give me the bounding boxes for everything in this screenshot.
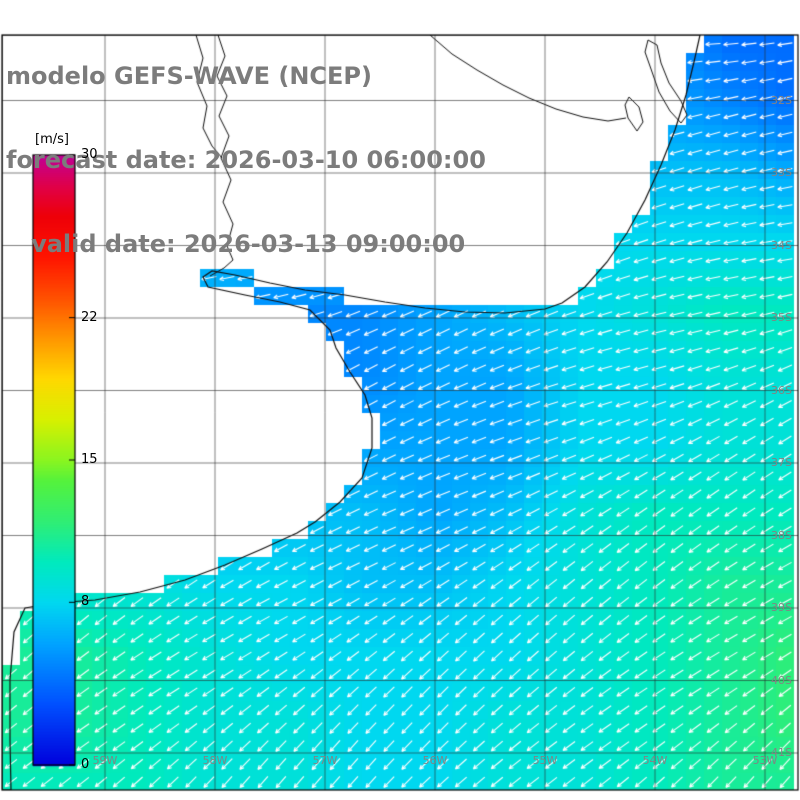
- latitude-label: 41S: [771, 746, 792, 759]
- colorbar-tick-label: 0: [81, 757, 90, 772]
- latitude-label: 40S: [771, 673, 792, 687]
- longitude-label: 56W: [422, 754, 448, 767]
- latitude-label: 36S: [771, 383, 792, 397]
- colorbar-tick-label: 15: [81, 452, 98, 467]
- colorbar-tick-label: 30: [81, 147, 98, 162]
- colorbar-unit-label: [m/s]: [35, 132, 69, 147]
- longitude-label: 53W: [752, 754, 778, 767]
- longitude-label: 54W: [642, 754, 668, 767]
- latitude-label: 35S: [771, 311, 792, 324]
- colorbar-tick-label: 22: [81, 309, 98, 325]
- chart-header: modelo GEFS-WAVE (NCEP) forecast date: 2…: [6, 6, 486, 286]
- forecast-date-line: forecast date: 2026-03-10 06:00:00: [6, 146, 486, 174]
- latitude-label: 34S: [771, 238, 792, 252]
- latitude-label: 39S: [771, 601, 792, 614]
- longitude-label: 59W: [92, 754, 118, 767]
- latitude-label: 32S: [771, 93, 792, 107]
- latitude-label: 38S: [771, 528, 792, 542]
- longitude-label: 58W: [202, 754, 228, 767]
- longitude-label: 57W: [312, 754, 338, 767]
- latitude-label: 33S: [771, 166, 792, 179]
- colorbar-tick-label: 8: [81, 594, 90, 610]
- longitude-label: 55W: [532, 754, 558, 767]
- model-title: modelo GEFS-WAVE (NCEP): [6, 62, 372, 90]
- valid-date-line: valid date: 2026-03-13 09:00:00: [6, 230, 466, 258]
- latitude-label: 37S: [771, 456, 792, 469]
